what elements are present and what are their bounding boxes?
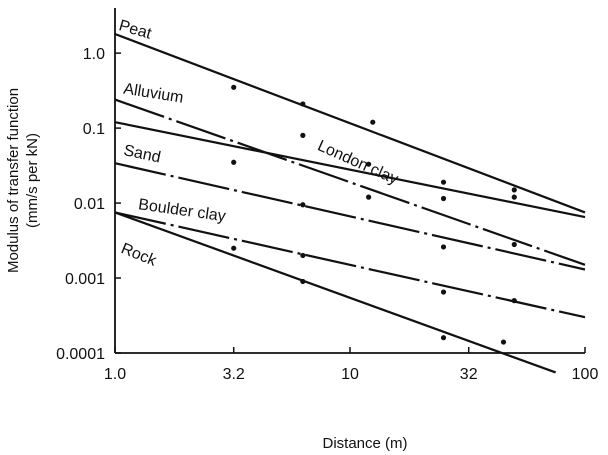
x-tick-label: 3.2 <box>223 366 245 383</box>
series-line <box>114 211 586 319</box>
x-tick-label: 32 <box>460 366 478 383</box>
data-point <box>370 119 376 125</box>
series-line <box>114 32 586 214</box>
data-point <box>511 194 517 200</box>
y-tick-label: 0.0001 <box>56 346 105 363</box>
data-point <box>300 101 306 107</box>
series-rock <box>114 211 557 374</box>
series-line <box>114 211 557 374</box>
data-point <box>231 84 237 90</box>
y-axis-title-line: (mm/s per kN) <box>24 133 41 228</box>
x-tick-label: 100 <box>572 366 599 383</box>
data-point <box>511 241 517 248</box>
data-point <box>366 194 372 200</box>
y-tick-label: 0.01 <box>74 196 105 213</box>
y-axis-title: Modulus of transfer function (mm/s per kN… <box>5 88 41 273</box>
x-axis-title: Distance (m) <box>322 435 407 452</box>
y-tick-label: 0.1 <box>83 121 105 138</box>
data-point <box>300 132 306 138</box>
y-tick-label: 0.001 <box>65 271 105 288</box>
axes: 1.0 3.2 10 32 100 1.0 0.1 0.01 0.001 0.0001 <box>56 8 598 383</box>
series-line <box>114 121 586 219</box>
data-point <box>231 245 237 251</box>
data-point <box>300 252 306 259</box>
series-label: Alluvium <box>122 81 184 107</box>
series-london-clay <box>114 121 586 219</box>
data-point <box>231 159 237 165</box>
data-point <box>440 179 447 185</box>
x-tick-label: 1.0 <box>104 366 126 383</box>
data-point <box>366 161 372 167</box>
series-label: Sand <box>122 142 162 166</box>
series-sand <box>114 162 586 271</box>
y-tick-label: 1.0 <box>83 46 105 63</box>
data-point <box>511 298 517 304</box>
series-line <box>114 162 586 271</box>
data-point <box>300 202 306 208</box>
x-tick-label: 10 <box>341 366 359 383</box>
series-label: London clay <box>315 138 401 189</box>
data-point <box>440 335 447 341</box>
series-layer <box>114 32 586 374</box>
series-boulder-clay <box>114 211 586 319</box>
data-point <box>300 278 306 285</box>
y-axis-title-line: Modulus of transfer function <box>5 88 22 273</box>
series-line <box>114 98 586 266</box>
data-point <box>440 289 447 295</box>
series-alluvium <box>114 98 586 266</box>
series-peat <box>114 32 586 214</box>
series-label: Peat <box>117 17 154 43</box>
data-point <box>440 244 447 250</box>
series-label: Rock <box>118 240 159 270</box>
data-point <box>511 187 517 193</box>
data-point <box>440 195 447 202</box>
data-point <box>500 339 507 345</box>
